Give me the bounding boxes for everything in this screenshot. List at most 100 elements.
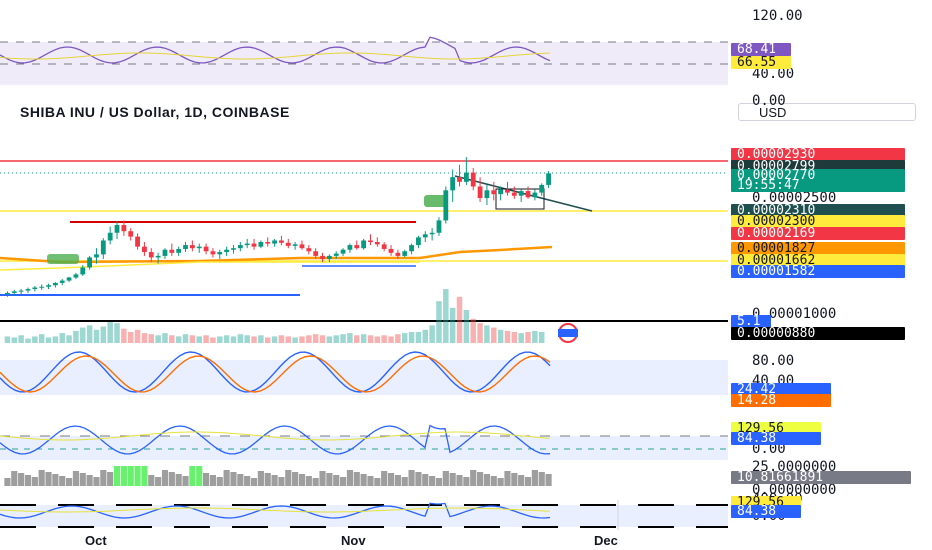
volume-bar <box>162 333 168 343</box>
axis-label: 80.00 <box>752 353 795 369</box>
candle-body <box>114 225 120 233</box>
volume-bar <box>449 307 456 343</box>
histogram-bar <box>65 478 73 486</box>
volume-bar <box>484 325 490 343</box>
volume-bar <box>285 336 292 343</box>
volume-bar <box>538 332 545 343</box>
ma-line <box>0 261 420 271</box>
candle-body <box>135 236 140 247</box>
histogram-bar <box>278 477 285 486</box>
histogram-bar <box>497 478 504 486</box>
histogram-bar <box>476 472 484 486</box>
axis-label: 40.00 <box>752 66 795 82</box>
candle-body <box>59 280 65 283</box>
candle-body <box>416 237 421 246</box>
price-label: 0.00002310 <box>731 204 905 217</box>
histogram-bar <box>346 470 354 486</box>
candle-body <box>320 255 325 259</box>
volume-bar <box>436 301 442 343</box>
green-marker-left <box>47 254 79 264</box>
volume-bar <box>148 334 155 343</box>
bottom-band <box>0 505 728 527</box>
volume-bar <box>340 334 346 343</box>
histogram-bar <box>216 477 223 486</box>
candle-body <box>258 242 264 247</box>
candle-body <box>395 252 401 256</box>
price-label: 0.00002169 <box>731 227 905 240</box>
candle-body <box>279 240 284 243</box>
volume-bar <box>18 335 24 343</box>
histogram-bar <box>429 476 436 486</box>
candle-body <box>210 251 216 255</box>
histogram-bar <box>339 477 347 486</box>
histogram-bar <box>237 474 244 486</box>
candle-body <box>121 225 127 232</box>
price-label: 14.28 <box>731 394 831 407</box>
candle-body <box>484 190 490 199</box>
volume-bar <box>45 337 52 343</box>
candle-body <box>402 251 408 256</box>
price-label: 84.38 <box>731 505 801 518</box>
volume-bar <box>388 336 394 343</box>
volume-bar <box>360 334 367 343</box>
histogram-bar <box>18 473 25 486</box>
candle-body <box>470 172 476 187</box>
volume-bar <box>175 336 182 343</box>
time-label: Nov <box>341 533 366 548</box>
volume-bar <box>210 337 216 343</box>
histogram-bar <box>511 473 518 486</box>
volume-bar <box>189 335 196 343</box>
candle-body <box>217 252 223 255</box>
histogram-bar <box>285 470 292 486</box>
histogram-bar <box>175 474 182 486</box>
price-label: 10.81661891 <box>731 471 911 484</box>
histogram-bar <box>168 472 175 486</box>
histogram-bar <box>271 475 278 486</box>
candle-body <box>457 177 462 182</box>
volume-bar <box>4 336 11 343</box>
price-label: 0.00002770 <box>731 169 905 182</box>
histogram-bar <box>244 476 251 486</box>
histogram-bar <box>394 475 401 486</box>
histogram-bar <box>292 472 299 486</box>
candle-body <box>498 189 504 195</box>
volume-bar <box>66 335 72 343</box>
cci-ma-line <box>0 431 551 441</box>
candle-body <box>381 244 387 249</box>
candle-body <box>155 255 161 258</box>
histogram-bar <box>305 476 312 486</box>
volume-bar <box>169 335 175 343</box>
histogram-bar <box>141 466 148 486</box>
candle-body <box>32 287 38 290</box>
candle-body <box>237 245 243 249</box>
volume-bar <box>182 334 189 343</box>
candle-body <box>244 243 250 246</box>
axis-label: 0.00 <box>752 441 786 457</box>
histogram-bar <box>230 472 237 486</box>
histogram-bar <box>134 466 141 486</box>
candle-body <box>176 248 182 253</box>
currency-selector[interactable]: USD <box>738 103 916 121</box>
volume-bar <box>25 338 31 343</box>
candle-body <box>505 189 510 193</box>
candle-body <box>491 190 497 195</box>
volume-bar <box>319 335 326 343</box>
histogram-bar <box>107 472 114 486</box>
candle-body <box>347 245 353 250</box>
candle-body <box>189 245 195 249</box>
volume-bar <box>443 289 449 343</box>
price-label: 0.00001827 <box>731 242 905 255</box>
candle-body <box>73 274 79 278</box>
candle-body <box>292 244 298 246</box>
volume-bar <box>244 335 250 343</box>
volume-bar <box>415 332 422 343</box>
histogram-bar <box>360 474 367 486</box>
candle-body <box>285 242 291 246</box>
candle-body <box>374 242 380 245</box>
price-label: 0.00001582 <box>731 265 905 278</box>
histogram-bar <box>518 475 525 486</box>
candle-body <box>80 267 86 275</box>
histogram-bar <box>435 478 443 486</box>
histogram-bar <box>415 472 422 486</box>
